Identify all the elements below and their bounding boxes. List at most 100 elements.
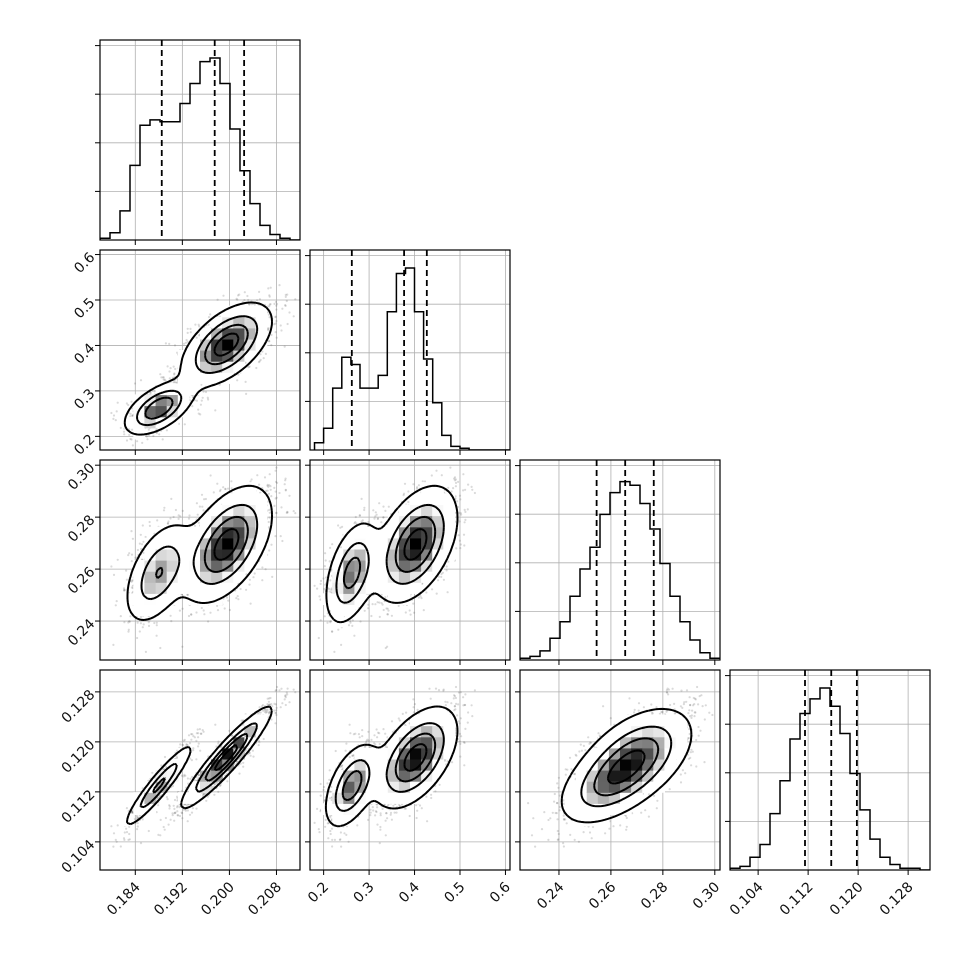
panel-1-0: 0.20.30.40.50.6	[71, 249, 301, 458]
scatter-point	[415, 487, 418, 490]
density-cell	[200, 327, 212, 340]
scatter-point	[279, 535, 282, 538]
scatter-point	[274, 480, 278, 483]
scatter-point	[457, 534, 460, 537]
density-cell	[177, 394, 190, 407]
scatter-point	[204, 497, 207, 501]
density-cell	[188, 582, 201, 594]
density-cell	[155, 537, 168, 550]
scatter-point	[216, 298, 219, 301]
scatter-point	[258, 290, 261, 293]
panel-2-1	[305, 459, 511, 665]
scatter-point	[184, 341, 187, 344]
scatter-point	[281, 539, 284, 543]
scatter-point	[284, 488, 287, 491]
scatter-point	[270, 543, 273, 546]
scatter-point	[159, 373, 162, 376]
scatter-point	[248, 303, 251, 306]
scatter-point	[197, 408, 200, 411]
scatter-point	[131, 579, 134, 582]
density-cell	[233, 526, 246, 539]
density-cell	[244, 548, 257, 561]
scatter-point	[259, 358, 262, 361]
scatter-point	[177, 517, 180, 521]
scatter-point	[110, 411, 113, 415]
scatter-point	[283, 483, 286, 486]
scatter-point	[204, 390, 208, 394]
scatter-point	[123, 588, 126, 592]
density-cell	[166, 582, 179, 594]
scatter-point	[249, 602, 252, 605]
density-cell	[244, 560, 257, 572]
scatter-point	[123, 588, 126, 592]
density-cell	[144, 582, 157, 594]
scatter-point	[268, 473, 271, 476]
density-cell	[244, 338, 257, 351]
scatter-point	[156, 519, 159, 522]
scatter-point	[267, 340, 271, 343]
scatter-point	[198, 325, 201, 328]
density-cell	[244, 482, 257, 494]
scatter-point	[186, 593, 189, 596]
scatter-point	[201, 505, 204, 508]
scatter-point	[147, 624, 151, 628]
density-cell	[211, 582, 223, 594]
scatter-point	[179, 515, 182, 518]
scatter-point	[274, 322, 277, 325]
scatter-point	[250, 303, 253, 306]
scatter-point	[408, 609, 411, 612]
density-cell	[166, 383, 179, 396]
scatter-point	[140, 543, 144, 546]
scatter-point	[188, 514, 191, 517]
scatter-point	[115, 600, 118, 603]
scatter-point	[283, 345, 286, 348]
scatter-point	[162, 378, 165, 381]
scatter-point	[273, 302, 276, 305]
scatter-point	[196, 513, 199, 516]
scatter-point	[142, 551, 145, 555]
density-cell	[188, 350, 201, 362]
scatter-point	[235, 597, 238, 600]
scatter-point	[253, 303, 256, 306]
scatter-point	[274, 490, 277, 493]
scatter-point	[190, 613, 193, 616]
scatter-point	[275, 308, 278, 311]
density-cell	[188, 383, 201, 396]
scatter-point	[169, 517, 172, 520]
density-cell	[166, 537, 179, 550]
scatter-point	[249, 480, 252, 483]
scatter-point	[112, 573, 116, 577]
scatter-point	[271, 575, 274, 579]
scatter-point	[329, 621, 332, 624]
scatter-point	[275, 304, 278, 307]
scatter-point	[195, 611, 198, 614]
density-cell	[200, 582, 212, 594]
scatter-point	[268, 294, 271, 297]
scatter-point	[168, 377, 171, 380]
scatter-point	[200, 399, 203, 402]
scatter-point	[123, 433, 126, 436]
contour-line	[136, 315, 259, 427]
density-cell	[200, 571, 212, 583]
density-cell	[155, 416, 168, 429]
density-cell	[211, 504, 223, 517]
scatter-point	[222, 486, 225, 489]
panel-frame	[309, 249, 511, 451]
scatter-point	[112, 643, 115, 647]
density-cell	[188, 361, 201, 373]
scatter-point	[187, 517, 191, 520]
scatter-point	[262, 357, 265, 360]
density-cell	[200, 537, 212, 550]
scatter-point	[125, 569, 128, 572]
scatter-point	[250, 478, 253, 481]
density-cell	[166, 405, 179, 418]
scatter-point	[236, 379, 239, 382]
density-cell	[133, 604, 146, 617]
density-cell	[233, 571, 246, 583]
scatter-point	[274, 469, 277, 472]
panel-content	[313, 466, 476, 654]
scatter-point	[292, 315, 295, 318]
scatter-point	[178, 609, 181, 612]
density-cell	[177, 526, 190, 539]
